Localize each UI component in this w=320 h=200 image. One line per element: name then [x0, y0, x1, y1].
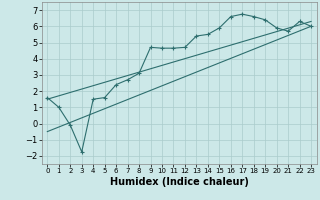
X-axis label: Humidex (Indice chaleur): Humidex (Indice chaleur)	[110, 177, 249, 187]
